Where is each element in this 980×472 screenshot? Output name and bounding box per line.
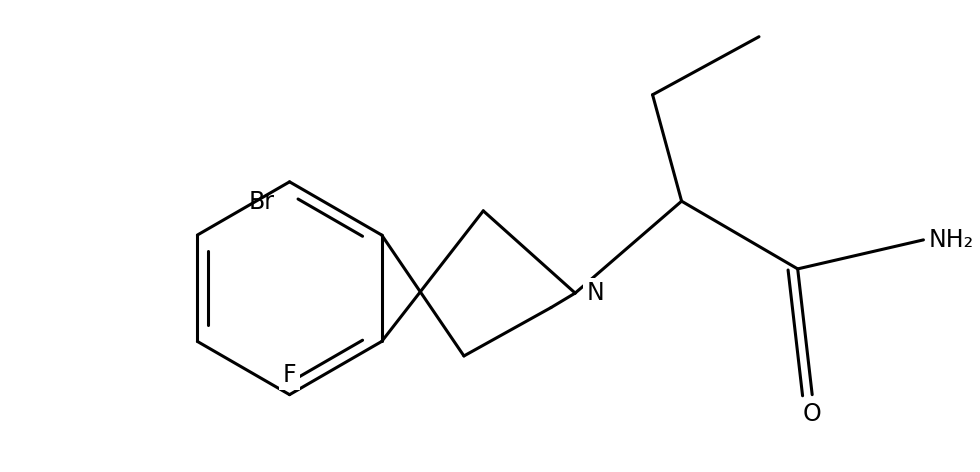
- Text: NH₂: NH₂: [928, 228, 973, 252]
- Text: F: F: [283, 363, 296, 387]
- Text: Br: Br: [249, 190, 275, 213]
- Text: O: O: [803, 403, 821, 426]
- Text: N: N: [587, 281, 605, 305]
